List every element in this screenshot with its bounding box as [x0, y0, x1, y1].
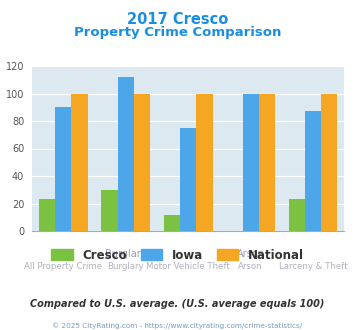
- Text: Property Crime Comparison: Property Crime Comparison: [74, 26, 281, 39]
- Text: Burglary: Burglary: [107, 262, 144, 271]
- Bar: [305, 112, 321, 231]
- Text: Arson: Arson: [237, 249, 264, 259]
- Bar: [259, 93, 275, 231]
- Bar: [180, 128, 196, 231]
- Bar: [55, 107, 71, 231]
- Bar: [134, 93, 150, 231]
- Bar: [164, 214, 180, 231]
- Bar: [118, 77, 134, 231]
- Bar: [242, 93, 259, 231]
- Bar: [289, 199, 305, 231]
- Text: © 2025 CityRating.com - https://www.cityrating.com/crime-statistics/: © 2025 CityRating.com - https://www.city…: [53, 323, 302, 329]
- Text: Compared to U.S. average. (U.S. average equals 100): Compared to U.S. average. (U.S. average …: [30, 299, 325, 309]
- Text: Burglary: Burglary: [105, 249, 146, 259]
- Text: 2017 Cresco: 2017 Cresco: [127, 12, 228, 26]
- Text: Larceny & Theft: Larceny & Theft: [279, 262, 348, 271]
- Text: Motor Vehicle Theft: Motor Vehicle Theft: [146, 262, 230, 271]
- Text: Arson: Arson: [238, 262, 263, 271]
- Bar: [39, 199, 55, 231]
- Legend: Cresco, Iowa, National: Cresco, Iowa, National: [47, 244, 308, 266]
- Text: All Property Crime: All Property Crime: [24, 262, 102, 271]
- Bar: [196, 93, 213, 231]
- Bar: [321, 93, 338, 231]
- Bar: [71, 93, 88, 231]
- Bar: [101, 190, 118, 231]
